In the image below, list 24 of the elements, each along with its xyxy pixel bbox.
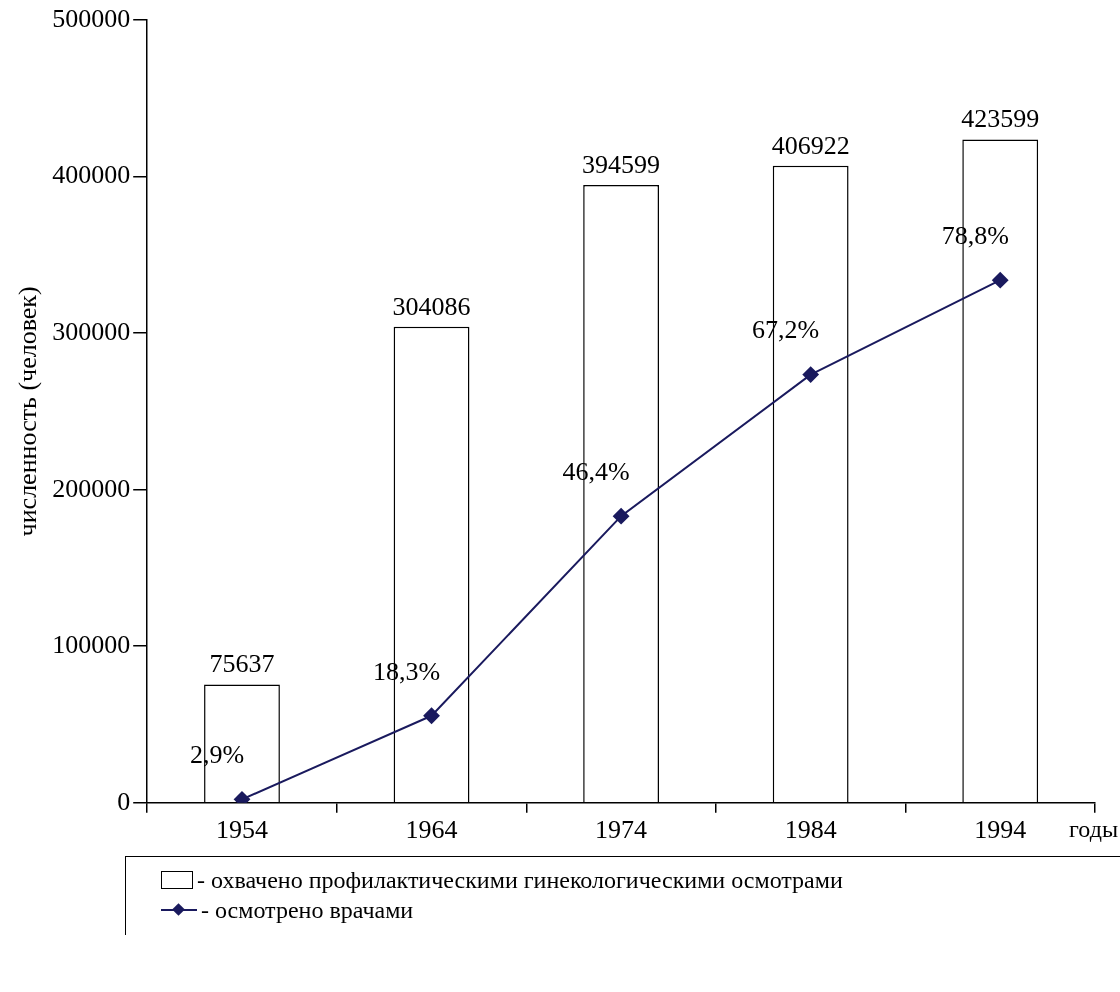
text: - охвачено профилактическими гинекологическими осмотрами [197, 866, 843, 895]
x-axis-title: годы [1069, 816, 1118, 843]
x-tick-label: 1974 [595, 815, 648, 845]
x-tick-label: 1994 [974, 815, 1027, 845]
data-label: 75637 [209, 649, 275, 679]
y-tick-label: 400000 [52, 160, 131, 190]
x-tick-label: 1984 [784, 815, 837, 845]
point [423, 707, 440, 724]
data-label: 394599 [582, 149, 661, 179]
y-tick-label: 200000 [52, 473, 131, 503]
y-tick-label: 0 [117, 786, 131, 816]
y-tick-label: 300000 [52, 316, 131, 346]
point [992, 272, 1009, 289]
x-tick-label: 1964 [405, 815, 458, 845]
point [802, 366, 819, 383]
y-tick-label: 500000 [52, 3, 131, 33]
x-tick-label: 1954 [215, 815, 268, 845]
data-label: 406922 [771, 130, 850, 160]
data-label: 304086 [392, 291, 471, 321]
point [613, 508, 630, 525]
y-tick-label: 100000 [52, 630, 131, 660]
legend-label: - осмотрено врачами [201, 896, 414, 925]
data-label: 423599 [961, 104, 1040, 134]
y-axis-title: численность (человек) [13, 286, 43, 537]
